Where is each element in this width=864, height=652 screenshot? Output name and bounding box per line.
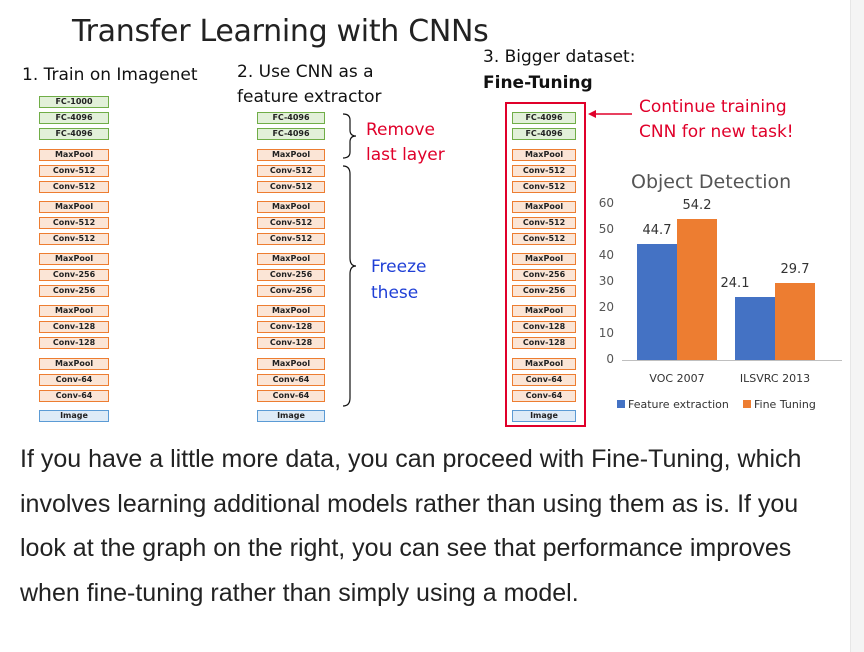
layer-conv-128: Conv-128 <box>512 337 576 349</box>
layer-maxpool: MaxPool <box>39 358 109 370</box>
remove-label-line1: Remove <box>366 120 435 140</box>
object-detection-chart: 0 10 20 30 40 50 60 44.7 54.2 VOC 2007 24.1 29.7 ILS… <box>598 196 842 385</box>
layer-conv-128: Conv-128 <box>512 321 576 333</box>
y-tick-label: 30 <box>598 274 614 288</box>
layer-conv-256: Conv-256 <box>39 285 109 297</box>
freeze-brace <box>342 165 357 407</box>
layer-conv-512: Conv-512 <box>257 233 325 245</box>
layer-fc-4096: FC-4096 <box>257 112 325 124</box>
layer-conv-512: Conv-512 <box>257 165 325 177</box>
continue-arrow-head <box>588 110 596 118</box>
column3-heading-line1: 3. Bigger dataset: <box>483 47 636 67</box>
layer-conv-256: Conv-256 <box>512 269 576 281</box>
column3-heading-line2: Fine-Tuning <box>483 73 593 93</box>
layer-maxpool: MaxPool <box>512 305 576 317</box>
layer-conv-128: Conv-128 <box>39 321 109 333</box>
layer-conv-512: Conv-512 <box>512 217 576 229</box>
remove-label-line2: last layer <box>366 145 445 165</box>
y-tick-label: 40 <box>598 248 614 262</box>
bar-value-label: 44.7 <box>642 222 672 238</box>
bar-value-label: 54.2 <box>682 198 712 214</box>
layer-conv-512: Conv-512 <box>512 233 576 245</box>
layer-image: Image <box>512 410 576 422</box>
layer-fc-4096: FC-4096 <box>257 128 325 140</box>
freeze-label-line1: Freeze <box>371 257 427 277</box>
layer-conv-128: Conv-128 <box>39 337 109 349</box>
layer-maxpool: MaxPool <box>512 253 576 265</box>
layer-maxpool: MaxPool <box>39 253 109 265</box>
layer-maxpool: MaxPool <box>39 305 109 317</box>
legend-swatch-feature-extraction <box>617 400 625 408</box>
layer-image: Image <box>39 410 109 422</box>
layer-fc-4096: FC-4096 <box>39 112 109 124</box>
y-tick-label: 60 <box>598 196 614 210</box>
layer-conv-512: Conv-512 <box>257 217 325 229</box>
layer-maxpool: MaxPool <box>512 201 576 213</box>
bar-value-label: 29.7 <box>780 261 810 277</box>
continue-label-line2: CNN for new task! <box>639 122 794 142</box>
x-category-label: VOC 2007 <box>649 372 705 385</box>
layer-maxpool: MaxPool <box>39 149 109 161</box>
annotation-shapes <box>342 110 632 407</box>
layer-conv-256: Conv-256 <box>257 285 325 297</box>
layer-conv-512: Conv-512 <box>39 217 109 229</box>
layer-fc-4096: FC-4096 <box>512 128 576 140</box>
continue-label-line1: Continue training <box>639 97 787 117</box>
layer-conv-64: Conv-64 <box>257 374 325 386</box>
layer-conv-64: Conv-64 <box>512 374 576 386</box>
layer-maxpool: MaxPool <box>512 149 576 161</box>
slide-title: Transfer Learning with CNNs <box>72 14 489 49</box>
bar-feature-extraction-ilsvrc-2013 <box>735 297 775 360</box>
explanation-paragraph: If you have a little more data, you can … <box>20 445 802 607</box>
layer-maxpool: MaxPool <box>39 201 109 213</box>
layer-conv-512: Conv-512 <box>39 181 109 193</box>
layer-conv-128: Conv-128 <box>257 321 325 333</box>
y-tick-label: 20 <box>598 300 614 314</box>
layer-conv-512: Conv-512 <box>512 181 576 193</box>
column2-heading-line2: feature extractor <box>237 87 382 107</box>
x-category-label: ILSVRC 2013 <box>739 372 811 385</box>
column2-heading-line1: 2. Use CNN as a <box>237 62 374 82</box>
legend-feature-extraction: Feature extraction <box>617 398 729 411</box>
layer-conv-256: Conv-256 <box>257 269 325 281</box>
layer-maxpool: MaxPool <box>257 253 325 265</box>
y-tick-label: 0 <box>606 352 614 366</box>
layer-maxpool: MaxPool <box>257 149 325 161</box>
legend-fine-tuning: Fine Tuning <box>743 398 816 411</box>
layer-maxpool: MaxPool <box>257 358 325 370</box>
layer-conv-64: Conv-64 <box>512 390 576 402</box>
layer-conv-64: Conv-64 <box>39 390 109 402</box>
legend-swatch-fine-tuning <box>743 400 751 408</box>
layer-maxpool: MaxPool <box>512 358 576 370</box>
bar-value-label: 24.1 <box>720 276 750 292</box>
bar-fine-tuning-ilsvrc-2013 <box>775 282 815 360</box>
column1-heading: 1. Train on Imagenet <box>22 65 198 85</box>
layer-maxpool: MaxPool <box>257 305 325 317</box>
layer-conv-512: Conv-512 <box>512 165 576 177</box>
bar-fine-tuning-voc-2007 <box>677 219 717 360</box>
y-tick-label: 10 <box>598 326 614 340</box>
layer-image: Image <box>257 410 325 422</box>
layer-fc-4096: FC-4096 <box>512 112 576 124</box>
y-tick-label: 50 <box>598 222 614 236</box>
bar-feature-extraction-voc-2007 <box>637 243 677 360</box>
layer-conv-256: Conv-256 <box>39 269 109 281</box>
fine-tune-highlight-box <box>505 102 586 427</box>
x-axis-line <box>622 360 842 361</box>
chart-title: Object Detection <box>631 171 792 193</box>
layer-fc-1000: FC-1000 <box>39 96 109 108</box>
layer-conv-256: Conv-256 <box>512 285 576 297</box>
scrollbar[interactable] <box>850 0 864 652</box>
remove-brace <box>342 113 357 159</box>
layer-fc-4096: FC-4096 <box>39 128 109 140</box>
layer-conv-512: Conv-512 <box>39 233 109 245</box>
layer-maxpool: MaxPool <box>257 201 325 213</box>
freeze-label-line2: these <box>371 283 419 303</box>
layer-conv-64: Conv-64 <box>257 390 325 402</box>
layer-conv-128: Conv-128 <box>257 337 325 349</box>
layer-conv-512: Conv-512 <box>257 181 325 193</box>
layer-conv-64: Conv-64 <box>39 374 109 386</box>
layer-conv-512: Conv-512 <box>39 165 109 177</box>
